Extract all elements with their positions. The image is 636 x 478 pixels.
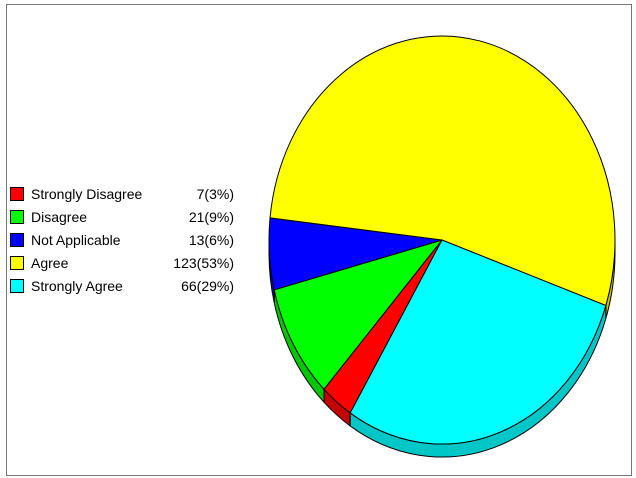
pie-slice-strongly-agree <box>349 239 607 445</box>
legend-item-strongly-agree: Strongly Agree 66(29%) <box>10 275 242 298</box>
legend-value: 21(9%) <box>188 209 234 225</box>
legend-swatch <box>10 279 24 293</box>
legend-value: 13(6%) <box>188 232 234 248</box>
legend-swatch <box>10 187 24 201</box>
legend-swatch <box>10 233 24 247</box>
legend-value: 66(29%) <box>181 278 234 294</box>
legend-swatch <box>10 256 24 270</box>
legend-value: 7(3%) <box>196 186 234 202</box>
legend-item-strongly-disagree: Strongly Disagree 7(3%) <box>10 183 242 206</box>
legend-swatch <box>10 210 24 224</box>
legend-value: 123(53%) <box>173 255 234 271</box>
legend-item-not-applicable: Not Applicable 13(6%) <box>10 229 242 252</box>
legend-label: Disagree <box>31 209 88 225</box>
legend-item-agree: Agree 123(53%) <box>10 252 242 275</box>
legend-label: Strongly Disagree <box>31 186 143 202</box>
pie-slice-disagree <box>273 239 444 390</box>
pie-slice-agree <box>269 35 616 307</box>
chart-legend: Strongly Disagree 7(3%) Disagree 21(9%) … <box>10 183 242 298</box>
legend-item-disagree: Disagree 21(9%) <box>10 206 242 229</box>
legend-label: Strongly Agree <box>31 278 123 294</box>
legend-label: Not Applicable <box>31 232 121 248</box>
legend-label: Agree <box>31 255 69 271</box>
